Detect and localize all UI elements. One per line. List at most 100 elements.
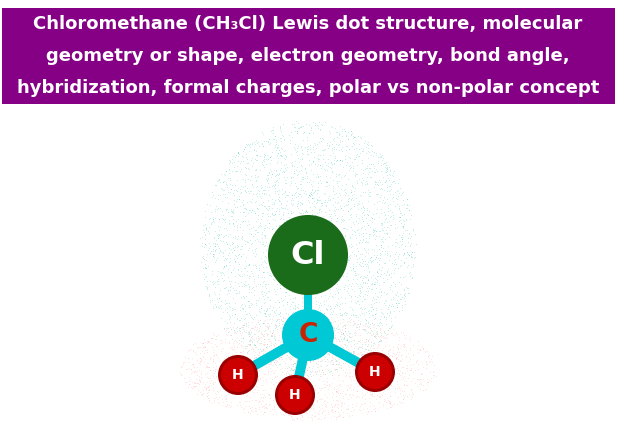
Point (349, 362, 359, 369)
Point (242, 198, 252, 205)
Point (310, 382, 320, 389)
Point (358, 278, 368, 285)
Point (260, 340, 270, 347)
Point (333, 193, 342, 200)
Point (269, 285, 279, 293)
Point (325, 280, 334, 287)
Point (362, 348, 372, 355)
Point (246, 365, 256, 372)
Point (367, 219, 377, 226)
Point (325, 164, 334, 171)
Point (244, 363, 254, 370)
Point (310, 285, 320, 292)
Point (235, 376, 245, 383)
Point (399, 342, 408, 349)
Point (368, 359, 378, 366)
Point (304, 143, 313, 150)
Point (359, 205, 369, 212)
Point (181, 366, 191, 373)
Point (392, 200, 402, 207)
Point (255, 280, 265, 287)
Point (238, 322, 247, 329)
Point (372, 330, 382, 337)
Point (291, 343, 301, 350)
Point (317, 401, 326, 409)
Point (245, 409, 255, 416)
Point (368, 232, 378, 239)
Point (250, 209, 260, 216)
Point (259, 340, 269, 347)
Point (302, 360, 312, 368)
Point (310, 387, 320, 394)
Point (341, 372, 350, 379)
Point (240, 403, 250, 410)
Point (285, 225, 295, 232)
Point (350, 354, 360, 361)
Point (243, 330, 253, 338)
Point (421, 364, 431, 372)
Point (334, 337, 344, 344)
Point (355, 284, 365, 291)
Point (344, 280, 354, 287)
Point (397, 236, 407, 243)
Point (360, 258, 370, 265)
Point (296, 316, 305, 323)
Point (342, 343, 352, 351)
Point (212, 352, 222, 359)
Point (350, 363, 360, 370)
Point (346, 407, 356, 414)
Point (383, 166, 392, 173)
Point (220, 263, 230, 270)
Point (196, 343, 205, 350)
Point (320, 145, 330, 153)
Point (304, 241, 314, 248)
Point (271, 136, 281, 143)
Point (259, 157, 268, 164)
Point (276, 165, 286, 172)
Point (262, 331, 272, 338)
Point (379, 354, 389, 361)
Point (237, 234, 247, 241)
Point (375, 388, 384, 395)
Point (253, 317, 263, 324)
Point (224, 290, 234, 297)
Point (389, 281, 399, 288)
Point (307, 310, 317, 318)
Point (358, 218, 368, 225)
Point (314, 316, 324, 323)
Point (210, 258, 220, 265)
Point (257, 390, 267, 397)
Point (368, 303, 378, 310)
Point (262, 280, 271, 287)
Point (389, 256, 399, 263)
Point (349, 220, 359, 227)
Point (346, 211, 355, 219)
Point (304, 121, 313, 128)
Point (337, 138, 347, 145)
Text: geometry or shape, electron geometry, bond angle,: geometry or shape, electron geometry, bo… (46, 47, 570, 65)
Point (278, 314, 288, 321)
Point (225, 249, 234, 256)
Point (262, 324, 272, 331)
Point (259, 231, 269, 239)
Point (212, 387, 222, 394)
Point (321, 363, 331, 370)
Point (328, 194, 338, 201)
Point (346, 128, 356, 135)
Point (386, 221, 396, 228)
Point (365, 344, 375, 351)
Point (336, 412, 346, 419)
Point (287, 365, 297, 372)
Point (226, 268, 236, 276)
Point (310, 203, 320, 210)
Point (262, 205, 271, 212)
Point (206, 248, 216, 255)
Point (251, 324, 260, 331)
Point (394, 383, 404, 390)
Point (275, 324, 284, 331)
Point (250, 408, 260, 415)
Point (309, 220, 319, 227)
Point (312, 211, 321, 219)
Point (265, 353, 275, 360)
Point (246, 382, 255, 389)
